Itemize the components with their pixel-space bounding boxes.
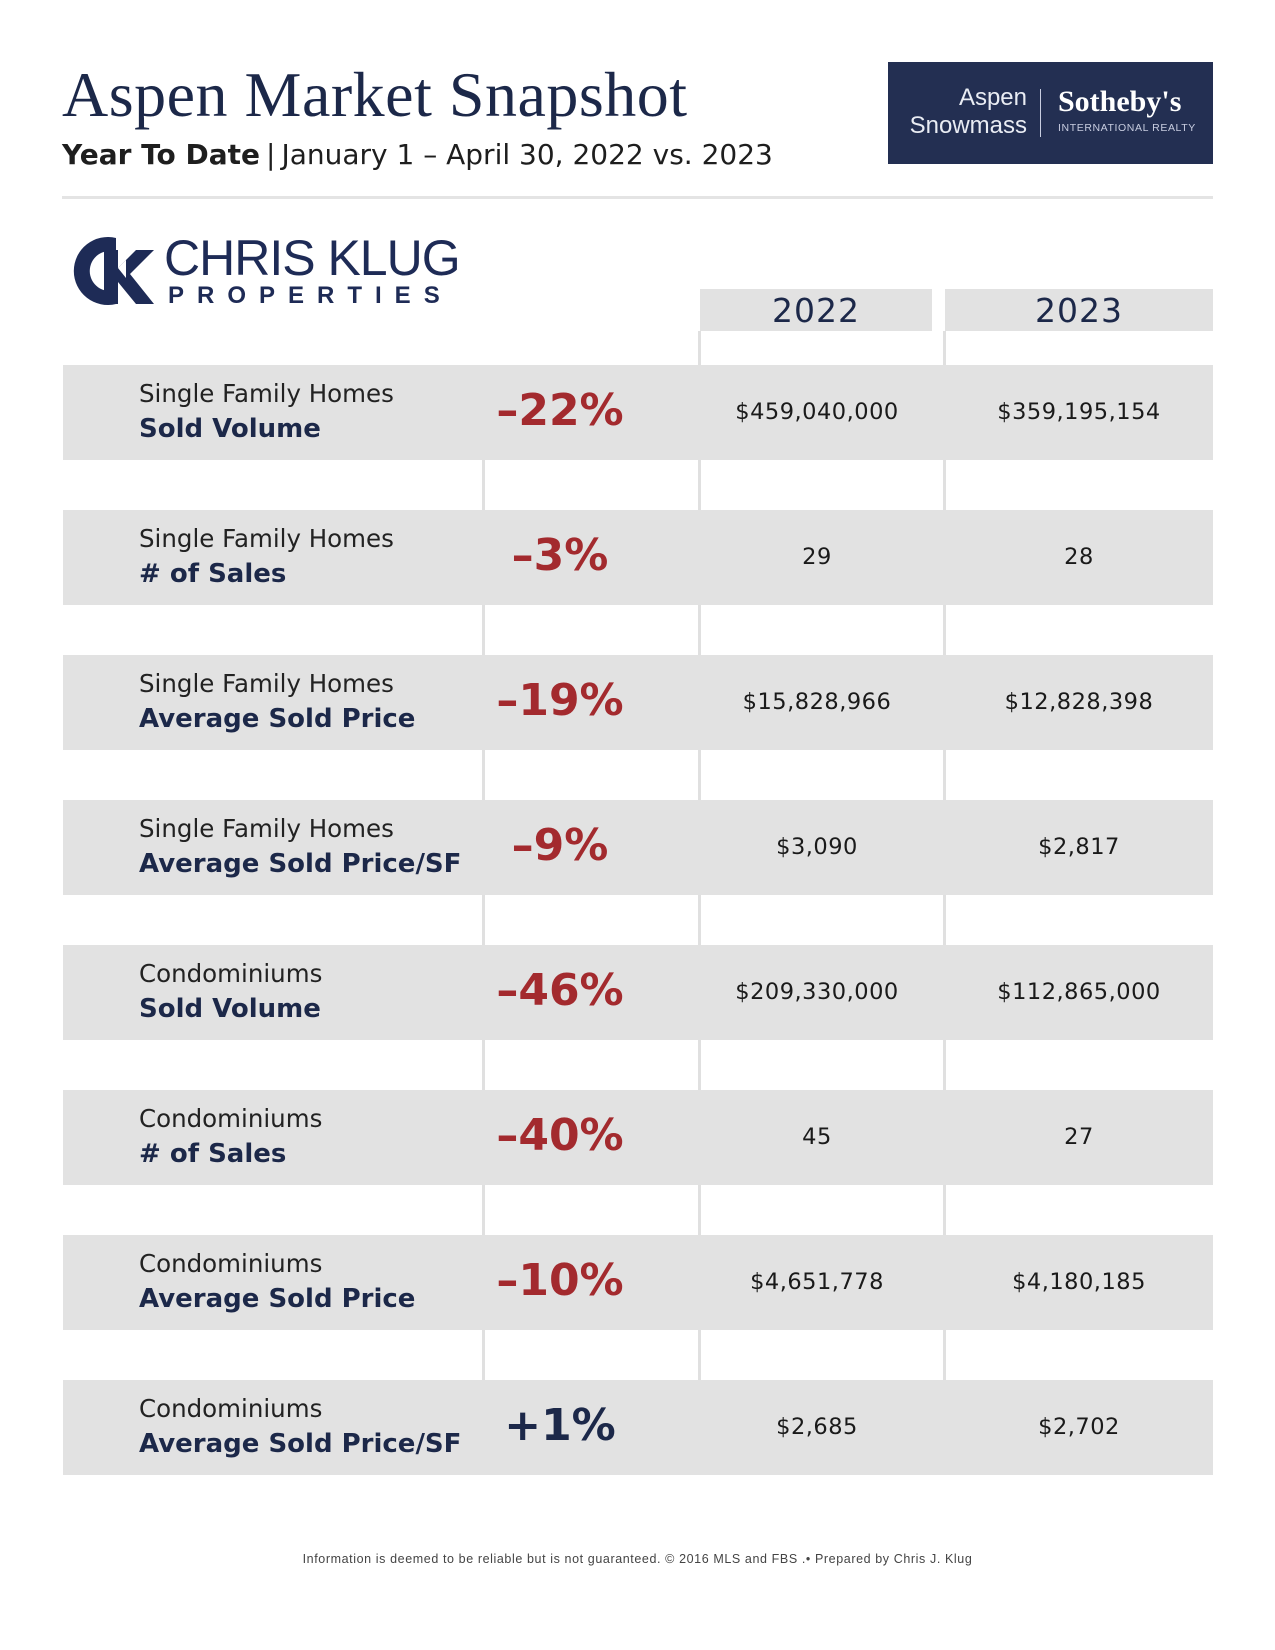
row-category: Single Family Homes [139, 379, 394, 408]
value-2023: $359,195,154 [997, 399, 1161, 425]
brand-name-block: Sotheby's INTERNATIONAL REALTY [1058, 85, 1196, 135]
column-header-2022: 2022 [700, 289, 932, 331]
ck-monogram-icon [73, 237, 154, 305]
value-2022: 45 [802, 1124, 832, 1150]
table-row: Single Family Homes Average Sold Price –… [63, 655, 1213, 750]
table-row: Condominiums Average Sold Price –10% $4,… [63, 1235, 1213, 1330]
value-2023: $12,828,398 [1004, 689, 1154, 715]
row-category: Condominiums [139, 959, 323, 988]
row-metric: # of Sales [139, 1139, 287, 1169]
column-header-2023: 2023 [945, 289, 1213, 331]
row-metric: Sold Volume [139, 414, 321, 444]
value-2023: $2,817 [1038, 834, 1120, 860]
row-metric: Sold Volume [139, 994, 321, 1024]
row-metric: # of Sales [139, 559, 287, 589]
value-2022: $3,090 [776, 834, 858, 860]
value-2022: $459,040,000 [735, 399, 899, 425]
brand-tagline: INTERNATIONAL REALTY [1058, 122, 1196, 134]
brand-name: Sotheby's [1058, 85, 1182, 118]
page-subtitle: Year To Date | January 1 – April 30, 2022 … [62, 138, 773, 171]
percent-change: –9% [511, 820, 609, 871]
table-row: Condominiums Average Sold Price/SF +1% $… [63, 1380, 1213, 1475]
subtitle-period: Year To Date [62, 138, 261, 171]
percent-change: +1% [504, 1400, 616, 1451]
table-row: Single Family Homes # of Sales –3% 29 28 [63, 510, 1213, 605]
row-category: Single Family Homes [139, 524, 394, 553]
value-2023: 28 [1064, 544, 1094, 570]
row-label: Single Family Homes # of Sales [139, 522, 394, 592]
row-category: Condominiums [139, 1249, 323, 1278]
percent-change: –22% [496, 385, 624, 436]
value-2023: $4,180,185 [1012, 1269, 1146, 1295]
row-category: Condominiums [139, 1104, 323, 1133]
row-label: Condominiums Average Sold Price [139, 1247, 415, 1317]
value-2022: $209,330,000 [735, 979, 899, 1005]
value-2022: $4,651,778 [750, 1269, 884, 1295]
brand-location: Aspen Snowmass [910, 84, 1027, 140]
disclaimer-footer: Information is deemed to be reliable but… [302, 1552, 973, 1566]
table-row: Single Family Homes Sold Volume –22% $45… [63, 365, 1213, 460]
value-2023: $2,702 [1038, 1414, 1120, 1440]
percent-change: –40% [496, 1110, 624, 1161]
row-metric: Average Sold Price [139, 704, 416, 734]
row-category: Single Family Homes [139, 814, 394, 843]
page-title: Aspen Market Snapshot [62, 59, 688, 130]
row-metric: Average Sold Price/SF [139, 849, 462, 879]
column-divider-2022-left [698, 331, 701, 1471]
brand-line-aspen: Aspen [958, 84, 1027, 111]
subtitle-separator: | [266, 138, 276, 171]
row-label: Single Family Homes Average Sold Price [139, 667, 415, 737]
agent-name: CHRIS KLUG [164, 230, 461, 286]
value-2022: $2,685 [776, 1414, 858, 1440]
sothebys-logo: Aspen Snowmass Sotheby's INTERNATIONAL R… [888, 62, 1213, 164]
percent-change: –3% [511, 530, 609, 581]
value-2023: $112,865,000 [997, 979, 1161, 1005]
table-row: Condominiums # of Sales –40% 45 27 [63, 1090, 1213, 1185]
percent-change: –19% [496, 675, 624, 726]
value-2022: $15,828,966 [742, 689, 892, 715]
value-2023: 27 [1064, 1124, 1094, 1150]
row-metric: Average Sold Price/SF [139, 1429, 462, 1459]
row-label: Condominiums # of Sales [139, 1102, 322, 1172]
row-label: Single Family Homes Average Sold Price/S… [139, 812, 461, 882]
value-2022: 29 [802, 544, 832, 570]
brand-divider [1040, 89, 1041, 137]
table-row: Single Family Homes Average Sold Price/S… [63, 800, 1213, 895]
table-row: Condominiums Sold Volume –46% $209,330,0… [63, 945, 1213, 1040]
row-category: Single Family Homes [139, 669, 394, 698]
percent-change: –46% [496, 965, 624, 1016]
agent-company: PROPERTIES [168, 282, 453, 309]
percent-change: –10% [496, 1255, 624, 1306]
row-metric: Average Sold Price [139, 1284, 416, 1314]
row-label: Condominiums Average Sold Price/SF [139, 1392, 461, 1462]
row-label: Single Family Homes Sold Volume [139, 377, 394, 447]
subtitle-date-range: January 1 – April 30, 2022 vs. 2023 [281, 138, 773, 171]
row-label: Condominiums Sold Volume [139, 957, 322, 1027]
brand-line-snowmass: Snowmass [909, 112, 1027, 139]
header-divider [62, 196, 1213, 199]
column-divider-2022-right [943, 331, 946, 1471]
row-category: Condominiums [139, 1394, 323, 1423]
